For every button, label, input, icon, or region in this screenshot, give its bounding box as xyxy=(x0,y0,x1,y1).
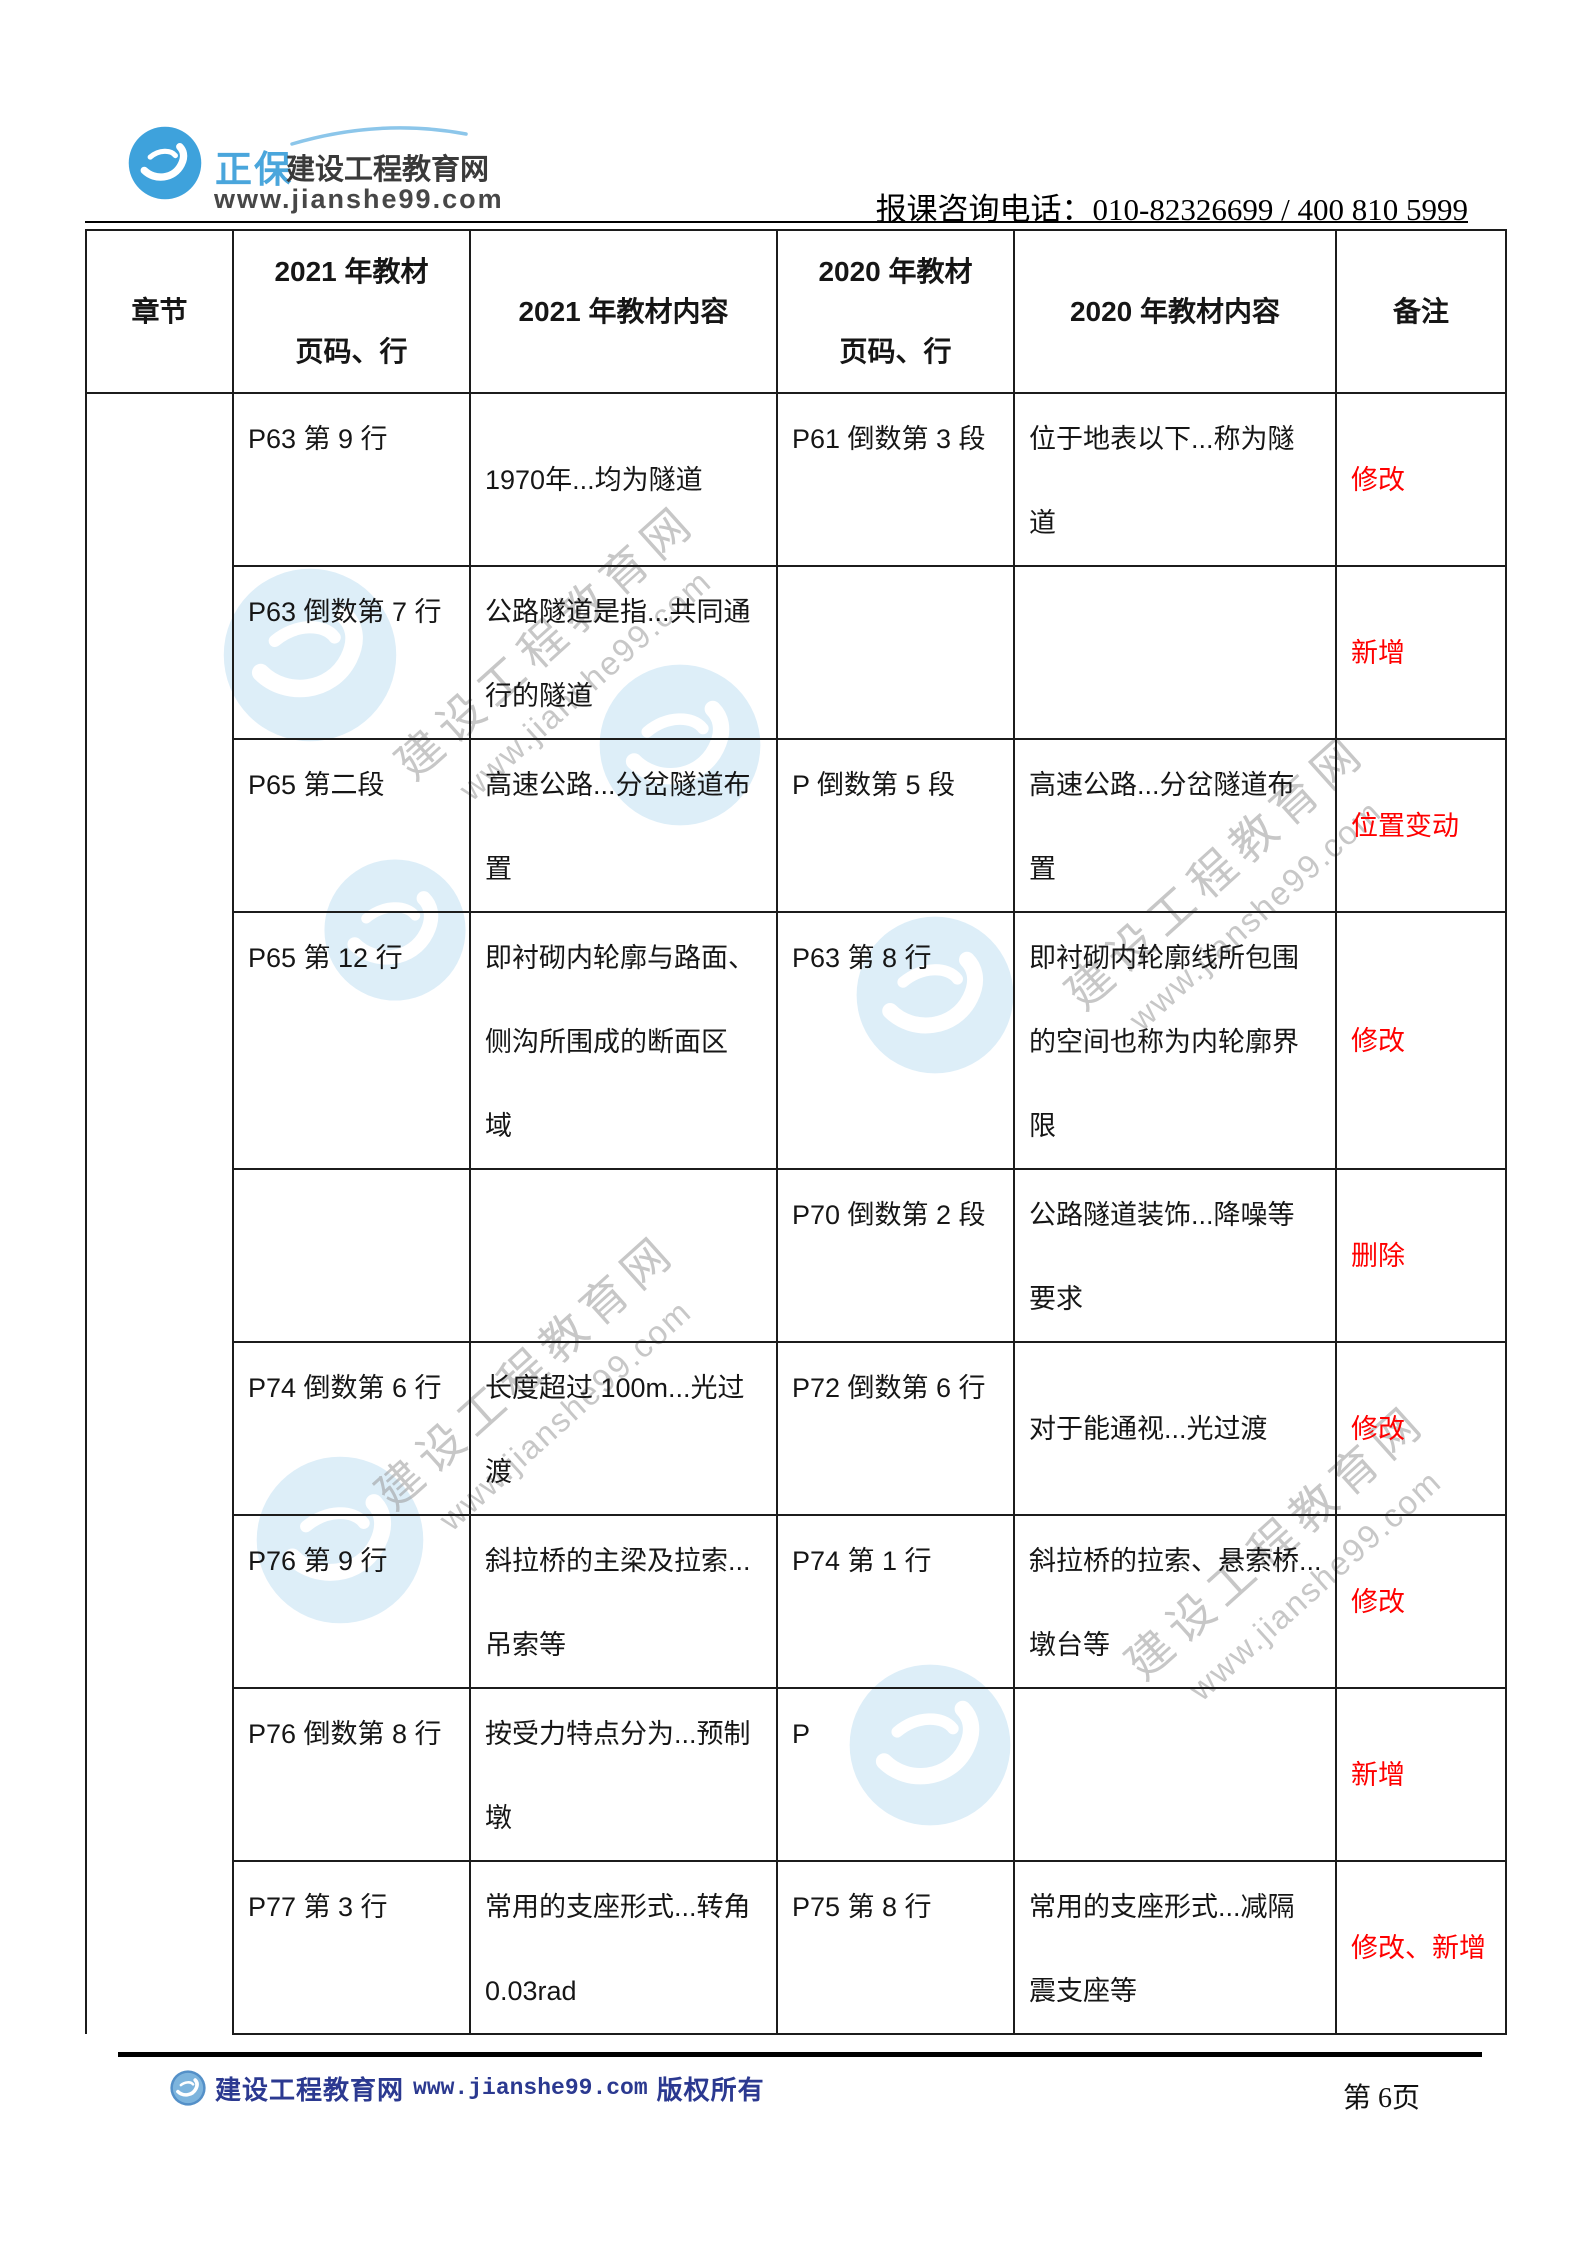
cell-2020-ref xyxy=(776,565,1015,740)
col-header-2021-ref: 2021 年教材 页码、行 xyxy=(232,229,471,394)
cell-2020-ref: P 倒数第 5 段 xyxy=(776,738,1015,913)
cell-2021-ref: P65 第 12 行 xyxy=(232,911,471,1170)
cell-2020-content: 斜拉桥的拉索、悬索桥... 墩台等 xyxy=(1013,1514,1337,1689)
table-row: P74 倒数第 6 行 长度超过 100m...光过 渡 P72 倒数第 6 行… xyxy=(86,1341,1507,1516)
cell-2021-content: 常用的支座形式...转角 0.03rad xyxy=(469,1860,778,2035)
cell-remark: 修改 xyxy=(1335,911,1507,1170)
cell-remark: 删除 xyxy=(1335,1168,1507,1343)
col-header-remark: 备注 xyxy=(1335,229,1507,394)
cell-remark: 修改 xyxy=(1335,1514,1507,1689)
table-row: P76 倒数第 8 行 按受力特点分为...预制 墩 P 新增 xyxy=(86,1687,1507,1862)
cell-2020-ref: P70 倒数第 2 段 xyxy=(776,1168,1015,1343)
brand-name: 建设工程教育网 xyxy=(286,154,490,186)
cell-2021-content: 斜拉桥的主梁及拉索... 吊索等 xyxy=(469,1514,778,1689)
footer-copyright: 版权所有 xyxy=(656,2074,765,2105)
table-row: P65 第二段 高速公路...分岔隧道布 置 P 倒数第 5 段 高速公路...… xyxy=(86,738,1507,913)
cell-2021-ref: P63 第 9 行 xyxy=(232,392,471,567)
cell-2020-ref: P61 倒数第 3 段 xyxy=(776,392,1015,567)
cell-2020-ref: P75 第 8 行 xyxy=(776,1860,1015,2035)
logo-arc-decoration xyxy=(288,116,470,153)
cell-2020-content: 位于地表以下...称为隧 道 xyxy=(1013,392,1337,567)
cell-2020-content: 常用的支座形式...减隔 震支座等 xyxy=(1013,1860,1337,2035)
footer-brand: 建设工程教育网 xyxy=(215,2074,405,2105)
cell-2021-ref: P65 第二段 xyxy=(232,738,471,913)
table-row: P63 第 9 行 1970年...均为隧道 P61 倒数第 3 段 位于地表以… xyxy=(85,392,1507,2034)
site-logo-icon xyxy=(128,126,202,200)
cell-2021-content: 长度超过 100m...光过 渡 xyxy=(469,1341,778,1516)
col-header-2020-ref: 2020 年教材 页码、行 xyxy=(776,229,1015,394)
cell-2021-ref: P74 倒数第 6 行 xyxy=(232,1341,471,1516)
brand-prefix: 正保 xyxy=(215,149,293,190)
cell-2020-content xyxy=(1013,1687,1337,1862)
footer-website: www.jianshe99.com xyxy=(413,2075,648,2101)
cell-2020-content: 高速公路...分岔隧道布 置 xyxy=(1013,738,1337,913)
cell-remark: 新增 xyxy=(1335,565,1507,740)
cell-2021-ref xyxy=(232,1168,471,1343)
cell-2021-ref: P63 倒数第 7 行 xyxy=(232,565,471,740)
table-row: P65 第 12 行 即衬砌内轮廓与路面、 侧沟所围成的断面区 域 P63 第 … xyxy=(86,911,1507,1170)
header-rule xyxy=(85,221,1468,223)
cell-remark: 新增 xyxy=(1335,1687,1507,1862)
cell-2020-ref: P63 第 8 行 xyxy=(776,911,1015,1170)
col-header-2021-content: 2021 年教材内容 xyxy=(469,229,778,394)
table-row: P63 倒数第 7 行 公路隧道是指...共同通 行的隧道 新增 xyxy=(86,565,1507,740)
textbook-comparison-table: 章节 2021 年教材 页码、行 2021 年教材内容 2020 年教材 页码、… xyxy=(85,229,1507,2035)
table-row: P70 倒数第 2 段 公路隧道装饰...降噪等 要求 删除 xyxy=(86,1168,1507,1343)
table-row: P77 第 3 行 常用的支座形式...转角 0.03rad P75 第 8 行… xyxy=(86,1860,1507,2035)
cell-2021-content xyxy=(469,1168,778,1343)
cell-2021-content: 公路隧道是指...共同通 行的隧道 xyxy=(469,565,778,740)
page-number: 第 6页 xyxy=(1343,2083,1421,2114)
cell-2020-ref: P72 倒数第 6 行 xyxy=(776,1341,1015,1516)
brand-website: www.jianshe99.com xyxy=(214,184,504,214)
cell-2021-ref: P76 倒数第 8 行 xyxy=(232,1687,471,1862)
cell-2021-ref: P76 第 9 行 xyxy=(232,1514,471,1689)
chapter-cell xyxy=(85,392,234,2034)
cell-2021-content: 高速公路...分岔隧道布 置 xyxy=(469,738,778,913)
cell-2020-ref: P xyxy=(776,1687,1015,1862)
cell-2020-content: 公路隧道装饰...降噪等 要求 xyxy=(1013,1168,1337,1343)
cell-2020-content xyxy=(1013,565,1337,740)
cell-2021-content: 按受力特点分为...预制 墩 xyxy=(469,1687,778,1862)
cell-remark: 修改 xyxy=(1335,1341,1507,1516)
col-header-2020-content: 2020 年教材内容 xyxy=(1013,229,1337,394)
cell-remark: 修改 xyxy=(1335,392,1507,567)
table-row: P76 第 9 行 斜拉桥的主梁及拉索... 吊索等 P74 第 1 行 斜拉桥… xyxy=(86,1514,1507,1689)
cell-2021-ref: P77 第 3 行 xyxy=(232,1860,471,2035)
col-header-chapter: 章节 xyxy=(85,229,234,394)
cell-remark: 位置变动 xyxy=(1335,738,1507,913)
cell-2020-content: 对于能通视...光过渡 xyxy=(1013,1341,1337,1516)
cell-2021-content: 1970年...均为隧道 xyxy=(469,392,778,567)
cell-2021-content: 即衬砌内轮廓与路面、 侧沟所围成的断面区 域 xyxy=(469,911,778,1170)
footer-rule xyxy=(118,2052,1482,2057)
footer-logo-icon xyxy=(170,2070,206,2106)
footer-bar: 建设工程教育网 www.jianshe99.com 版权所有 xyxy=(170,2066,765,2110)
cell-remark: 修改、新增 xyxy=(1335,1860,1507,2035)
table-header-row: 章节 2021 年教材 页码、行 2021 年教材内容 2020 年教材 页码、… xyxy=(85,229,1507,394)
cell-2020-content: 即衬砌内轮廓线所包围 的空间也称为内轮廓界 限 xyxy=(1013,911,1337,1170)
cell-2020-ref: P74 第 1 行 xyxy=(776,1514,1015,1689)
